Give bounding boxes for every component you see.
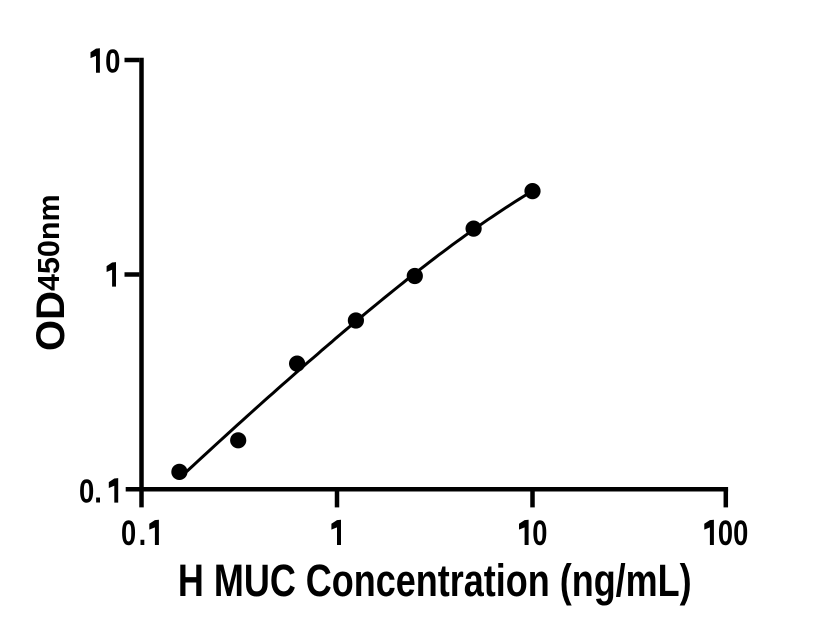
svg-text:.: . — [139, 514, 147, 553]
svg-text:H MUC Concentration (ng/mL): H MUC Concentration (ng/mL) — [178, 555, 692, 606]
svg-text:00: 00 — [718, 514, 748, 553]
svg-text:0.: 0. — [79, 473, 102, 510]
svg-text:0: 0 — [121, 514, 136, 553]
svg-text:0: 0 — [105, 43, 120, 80]
svg-text:0: 0 — [532, 514, 547, 553]
svg-text:OD450nm: OD450nm — [29, 194, 73, 351]
